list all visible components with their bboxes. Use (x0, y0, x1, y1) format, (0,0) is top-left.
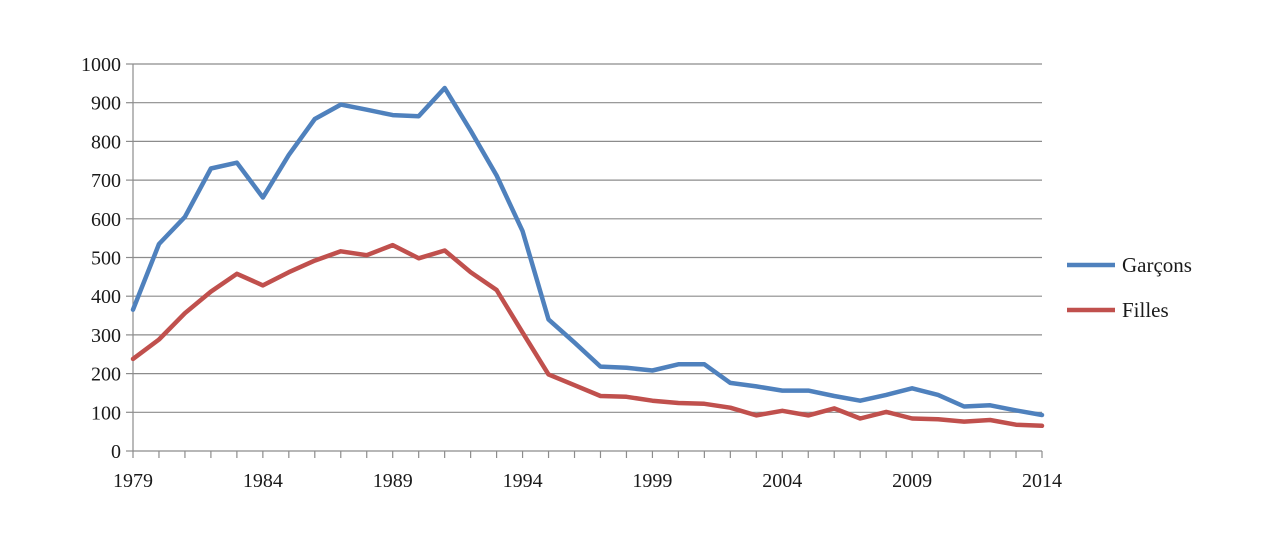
x-tick-label: 2009 (892, 470, 932, 492)
x-tick-label: 1984 (243, 470, 283, 492)
y-tick-label: 700 (91, 170, 121, 192)
y-tick-label: 0 (111, 441, 121, 463)
x-axis-tick-labels: 1979 1984 1989 1994 1999 2004 2009 2014 (113, 470, 1062, 492)
x-tick-label: 1994 (503, 470, 543, 492)
y-tick-label: 400 (91, 286, 121, 308)
legend-label: Garçons (1122, 253, 1192, 277)
y-axis-tick-labels: 0 100 200 300 400 500 600 700 800 900 1000 (81, 54, 121, 463)
x-tick-label: 2004 (762, 470, 802, 492)
gridlines (133, 63, 1042, 413)
legend-label: Filles (1122, 298, 1169, 322)
axes (126, 63, 1043, 458)
y-tick-label: 100 (91, 402, 121, 424)
y-tick-label: 600 (91, 209, 121, 231)
series-line-2 (130, 242, 1045, 429)
x-tick-label: 1989 (373, 470, 413, 492)
y-tick-label: 800 (91, 131, 121, 153)
y-tick-label: 300 (91, 325, 121, 347)
y-tick-label: 500 (91, 248, 121, 270)
y-tick-label: 1000 (81, 54, 121, 76)
legend: Garçons Filles (1067, 253, 1192, 322)
x-tick-label: 1979 (113, 470, 153, 492)
series-lines (130, 85, 1045, 429)
x-tick-label: 1999 (632, 470, 672, 492)
x-tick-label: 2014 (1022, 470, 1062, 492)
y-tick-label: 200 (91, 364, 121, 386)
y-tick-label: 900 (91, 93, 121, 115)
series-line-1 (130, 85, 1045, 418)
